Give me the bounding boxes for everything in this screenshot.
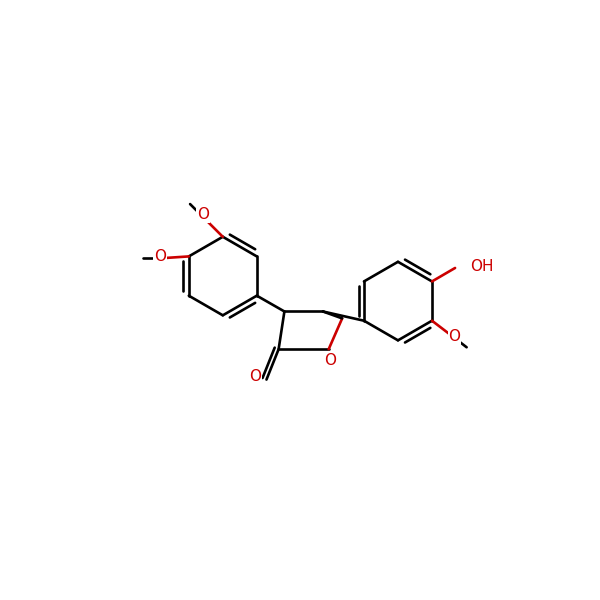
Text: O: O: [197, 207, 209, 222]
Text: O: O: [324, 353, 336, 368]
Text: O: O: [249, 370, 261, 385]
Text: O: O: [448, 329, 460, 344]
Text: OH: OH: [470, 259, 494, 274]
Text: O: O: [154, 249, 166, 264]
